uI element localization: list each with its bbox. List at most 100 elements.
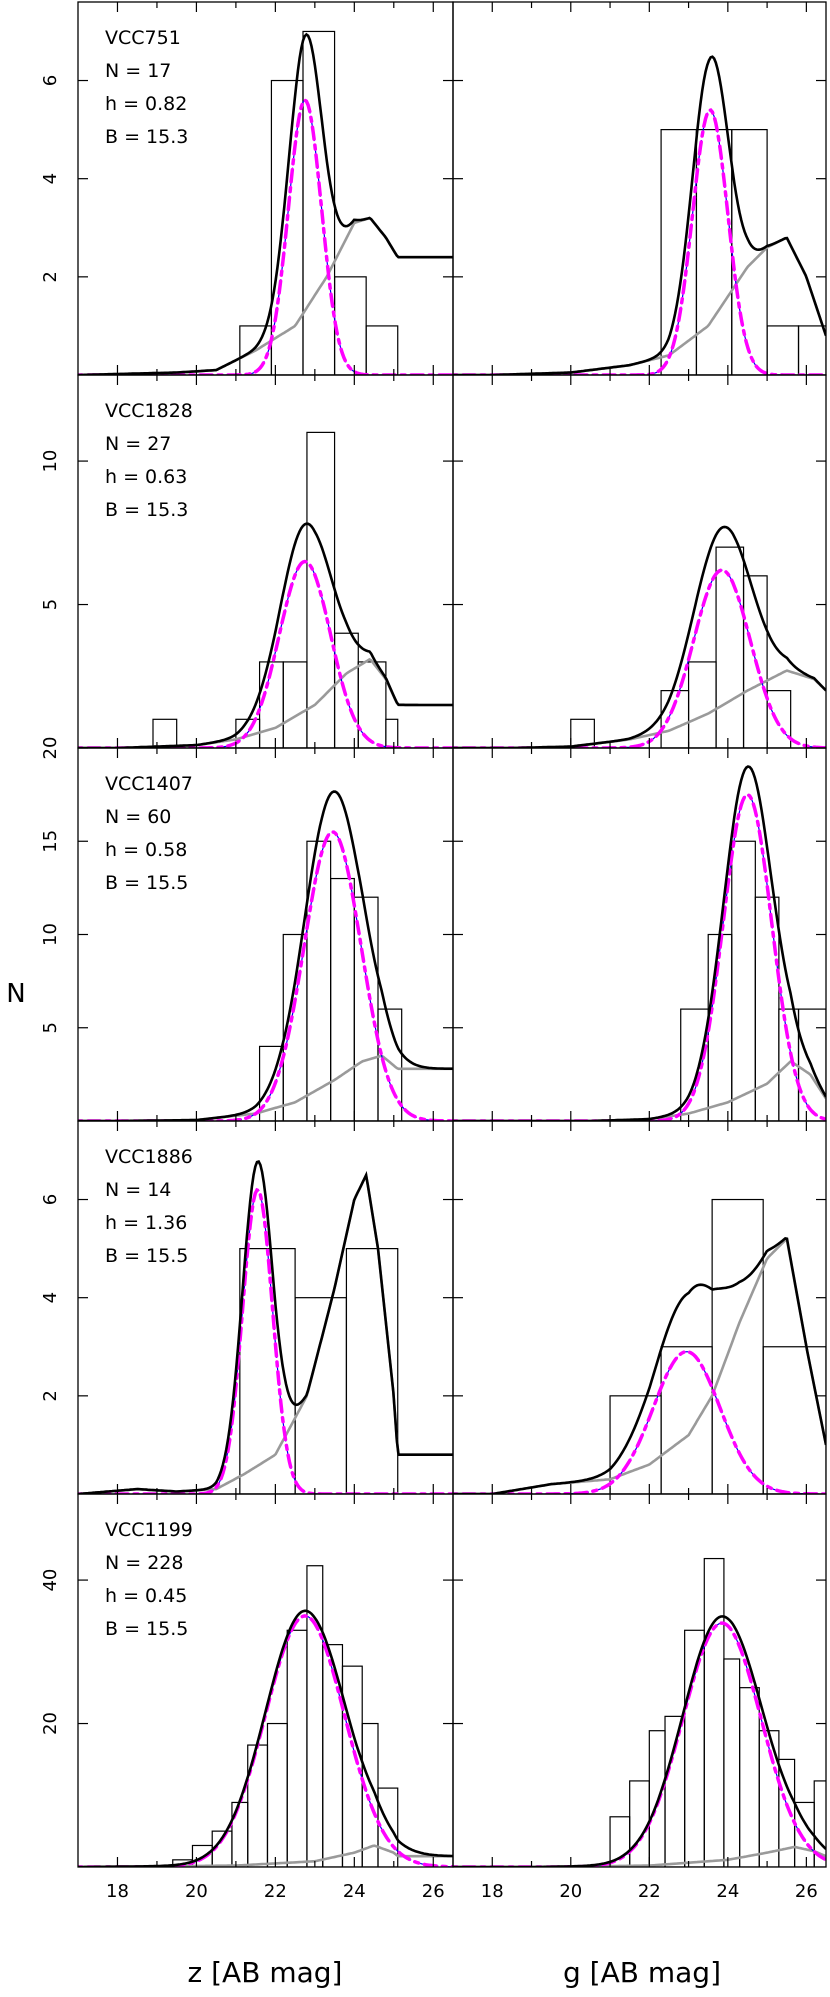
panel-frame xyxy=(452,1,827,376)
histogram-bar xyxy=(302,30,336,375)
histogram-bar xyxy=(333,276,367,375)
panel-info-text: B = 15.5 xyxy=(105,1245,188,1267)
histogram-bar xyxy=(266,1722,288,1867)
panel-info-text: B = 15.3 xyxy=(105,126,188,148)
x-tick-label: 26 xyxy=(422,1881,445,1902)
histogram-bar xyxy=(813,1780,826,1867)
panel-vcc1828-g xyxy=(452,374,827,749)
panel-frame xyxy=(77,747,454,1122)
x-tick-label: 24 xyxy=(716,1881,739,1902)
gc-fit-magenta-curve xyxy=(453,1621,826,1867)
total-curve xyxy=(453,1237,826,1494)
x-tick-label: 18 xyxy=(481,1881,504,1902)
gc-fit-magenta-curve xyxy=(78,1614,453,1867)
panel-frame xyxy=(452,747,827,1122)
histogram-bar xyxy=(365,325,399,375)
gc-fit-blue-curve xyxy=(453,109,826,375)
histogram-bar xyxy=(687,661,717,748)
gc-fit-blue-curve xyxy=(453,569,826,748)
plot-area xyxy=(453,765,826,1121)
panel-info-text: h = 1.36 xyxy=(105,1212,187,1234)
gc-fit-blue-curve xyxy=(453,794,826,1121)
total-curve xyxy=(78,522,453,748)
plot-area xyxy=(78,431,453,748)
panel-vcc1407-g xyxy=(452,747,827,1122)
histogram-bar xyxy=(707,933,733,1121)
histogram-bar xyxy=(731,840,756,1121)
panel-info-text: VCC1199 xyxy=(105,1519,193,1541)
panel-frame xyxy=(77,1493,454,1868)
histogram-bar xyxy=(766,690,792,748)
plot-area xyxy=(453,1557,826,1867)
x-axis-label-left: z [AB mag] xyxy=(188,1956,343,1989)
x-tick-label: 22 xyxy=(638,1881,661,1902)
x-tick-label: 22 xyxy=(264,1881,287,1902)
x-tick-label: 26 xyxy=(795,1881,818,1902)
x-axis-label-right: g [AB mag] xyxy=(563,1956,721,1989)
histogram-bar xyxy=(766,325,800,375)
y-tick-label: 5 xyxy=(40,599,61,610)
gc-fit-magenta-curve xyxy=(78,559,453,748)
histogram-bar xyxy=(333,632,359,748)
histogram-bar xyxy=(684,1629,705,1867)
plot-area xyxy=(78,30,453,375)
panel-info-text: N = 17 xyxy=(105,60,171,82)
background-curve xyxy=(453,1845,826,1867)
histogram-bar xyxy=(660,690,690,748)
panel-info-text: VCC1828 xyxy=(105,400,193,422)
gc-fit-blue-curve xyxy=(453,1351,826,1494)
histogram-bar xyxy=(294,1297,348,1494)
gc-fit-magenta-curve xyxy=(78,97,453,375)
gc-fit-blue-curve xyxy=(78,1189,453,1494)
histogram-bar xyxy=(762,1346,826,1494)
total-curve xyxy=(453,765,826,1121)
panel-frame xyxy=(77,1,454,376)
total-curve xyxy=(78,1160,453,1494)
gc-fit-blue-curve xyxy=(453,1622,826,1867)
panel-vcc1886-g xyxy=(452,1120,827,1495)
gc-fit-magenta-curve xyxy=(453,792,826,1121)
panel-info-text: VCC751 xyxy=(105,27,181,49)
histogram-bar xyxy=(322,1644,344,1867)
panel-info-text: h = 0.82 xyxy=(105,93,187,115)
y-tick-label: 4 xyxy=(40,1292,61,1303)
panel-info-text: N = 60 xyxy=(105,806,171,828)
background-curve xyxy=(453,1238,826,1494)
total-curve xyxy=(453,55,826,375)
histogram-bar xyxy=(703,1557,725,1867)
y-tick-label: 6 xyxy=(40,1194,61,1205)
panel-info-text: B = 15.5 xyxy=(105,872,188,894)
total-curve xyxy=(78,1609,453,1867)
panel-info-text: N = 27 xyxy=(105,433,171,455)
plot-area xyxy=(78,1160,453,1494)
y-tick-label: 2 xyxy=(40,271,61,282)
y-tick-label: 6 xyxy=(40,75,61,86)
y-tick-label: 5 xyxy=(40,1022,61,1033)
histogram-bar xyxy=(341,1665,363,1867)
y-tick-label: 20 xyxy=(40,737,61,760)
histogram-bar xyxy=(330,877,355,1121)
gc-fit-magenta-curve xyxy=(453,568,826,748)
histogram-bar xyxy=(629,1780,650,1867)
y-tick-label: 4 xyxy=(40,173,61,184)
panel-vcc1407-z: 5 10 15 20 VCC1407 N = 60 h = 0.58 B = 15.5 xyxy=(40,737,454,1122)
gc-fit-magenta-curve xyxy=(453,1349,826,1494)
histogram-bar xyxy=(377,1787,399,1867)
total-curve xyxy=(453,1615,826,1867)
background-curve xyxy=(453,1060,826,1121)
panel-info-text: h = 0.58 xyxy=(105,839,187,861)
total-curve xyxy=(453,525,826,748)
panel-info-text: VCC1886 xyxy=(105,1146,193,1168)
histogram-bar xyxy=(282,661,308,748)
x-tick-label: 18 xyxy=(106,1881,129,1902)
histogram-bar xyxy=(286,1629,308,1867)
histogram-bar xyxy=(739,1687,760,1867)
y-tick-label: 10 xyxy=(40,450,61,473)
gc-fit-magenta-curve xyxy=(78,830,453,1121)
x-tick-label: 24 xyxy=(343,1881,366,1902)
panel-vcc1199-g: 18 20 22 24 26 xyxy=(452,1493,827,1902)
panel-frame xyxy=(452,374,827,749)
panel-frame xyxy=(452,1493,827,1868)
histogram-bar xyxy=(664,1715,686,1867)
